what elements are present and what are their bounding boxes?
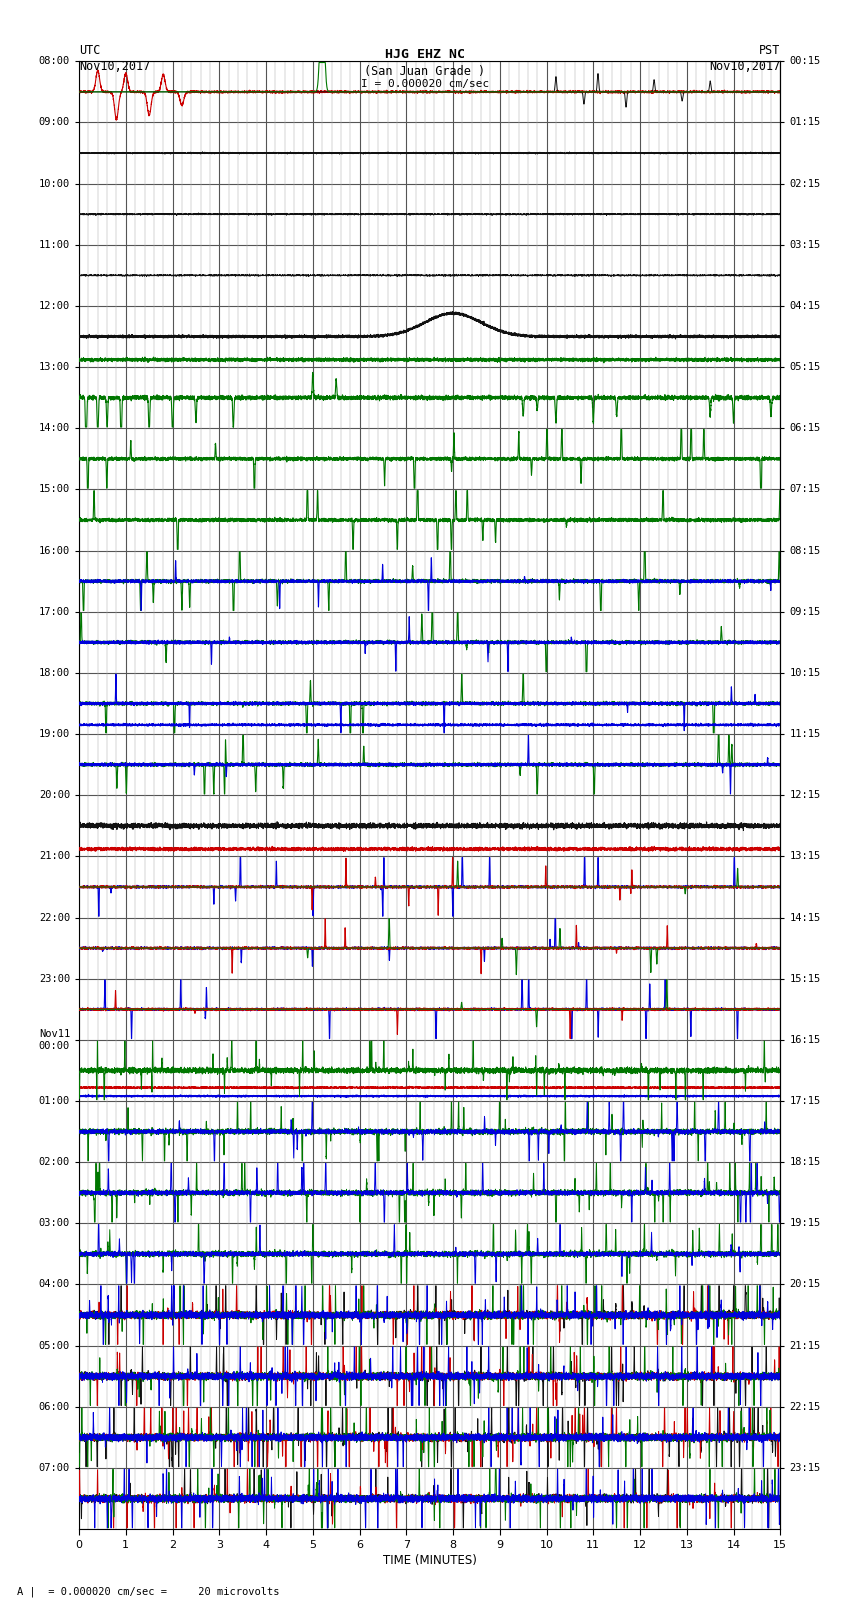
Text: I = 0.000020 cm/sec: I = 0.000020 cm/sec [361,79,489,89]
Text: Nov10,2017: Nov10,2017 [79,60,150,73]
Text: A |  = 0.000020 cm/sec =     20 microvolts: A | = 0.000020 cm/sec = 20 microvolts [17,1586,280,1597]
Text: Nov10,2017: Nov10,2017 [709,60,780,73]
X-axis label: TIME (MINUTES): TIME (MINUTES) [382,1553,477,1566]
Text: (San Juan Grade ): (San Juan Grade ) [365,65,485,77]
Text: UTC: UTC [79,44,100,56]
Text: PST: PST [759,44,780,56]
Text: HJG EHZ NC: HJG EHZ NC [385,48,465,61]
